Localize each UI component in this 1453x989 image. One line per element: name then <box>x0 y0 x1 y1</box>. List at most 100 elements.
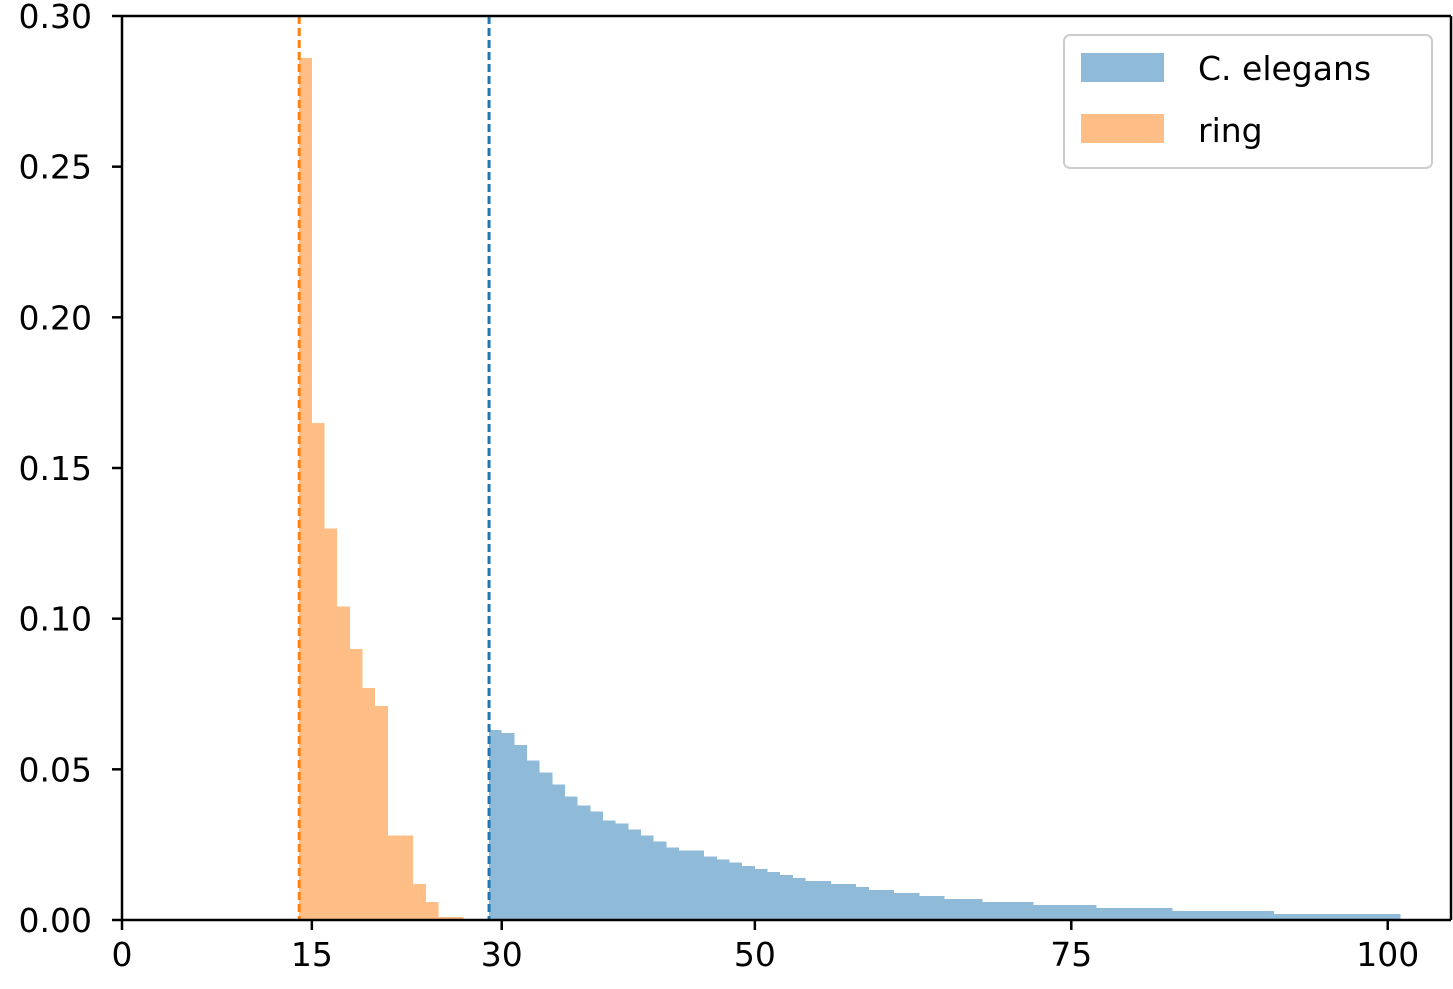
bar-c-elegans-35 <box>932 895 945 920</box>
bar-c-elegans-52 <box>1147 907 1160 920</box>
bar-ring-1 <box>311 422 325 920</box>
x-tick-label-4: 75 <box>1050 935 1092 974</box>
bar-c-elegans-20 <box>742 865 755 920</box>
bar-c-elegans-54 <box>1172 910 1186 920</box>
bar-ring-10 <box>425 901 439 920</box>
bar-c-elegans-25 <box>805 880 819 920</box>
bar-c-elegans-56 <box>1197 910 1211 920</box>
x-tick-label-5: 100 <box>1356 935 1419 974</box>
x-tick-label-2: 30 <box>481 935 523 974</box>
bar-c-elegans-67 <box>1337 913 1350 920</box>
bar-c-elegans-55 <box>1185 910 1198 920</box>
legend: C. elegans ring <box>1063 34 1433 169</box>
bar-c-elegans-0 <box>489 730 502 920</box>
bar-c-elegans-6 <box>565 796 578 920</box>
bar-c-elegans-30 <box>868 889 882 920</box>
bar-c-elegans-15 <box>678 850 692 920</box>
bar-c-elegans-71 <box>1387 913 1401 920</box>
bar-c-elegans-36 <box>944 898 958 920</box>
bar-c-elegans-9 <box>602 820 616 920</box>
bar-c-elegans-64 <box>1299 913 1312 920</box>
bar-c-elegans-68 <box>1349 913 1363 920</box>
bar-c-elegans-2 <box>514 745 528 920</box>
bar-c-elegans-51 <box>1134 907 1148 920</box>
bar-c-elegans-26 <box>818 880 831 920</box>
bar-c-elegans-39 <box>982 901 996 920</box>
bar-c-elegans-16 <box>691 850 705 920</box>
bar-c-elegans-48 <box>1096 907 1110 920</box>
bar-c-elegans-66 <box>1324 913 1338 920</box>
bar-c-elegans-37 <box>957 898 971 920</box>
bar-c-elegans-50 <box>1121 907 1135 920</box>
y-tick-label-2: 0.10 <box>19 600 92 639</box>
bar-ring-6 <box>375 706 388 920</box>
bar-c-elegans-42 <box>1020 901 1034 920</box>
bar-c-elegans-63 <box>1286 913 1300 920</box>
x-ticks: 0 15 30 50 75 100 <box>112 920 1419 974</box>
bar-c-elegans-46 <box>1071 904 1084 920</box>
bar-c-elegans-14 <box>666 847 679 920</box>
y-tick-label-1: 0.05 <box>19 750 92 789</box>
bar-c-elegans-5 <box>552 784 565 920</box>
bar-c-elegans-12 <box>640 835 654 920</box>
legend-swatch-c-elegans <box>1081 53 1164 82</box>
bar-ring-2 <box>324 528 338 920</box>
y-ticks: 0.00 0.05 0.10 0.15 0.20 0.25 0.30 <box>19 0 122 940</box>
bar-c-elegans-49 <box>1109 907 1122 920</box>
bar-c-elegans-70 <box>1375 913 1388 920</box>
bar-c-elegans-3 <box>527 760 540 920</box>
bar-ring-0 <box>299 58 312 921</box>
bar-c-elegans-24 <box>792 877 806 920</box>
bar-c-elegans-22 <box>767 871 781 920</box>
bar-ring-5 <box>362 687 376 920</box>
x-tick-label-1: 15 <box>291 935 333 974</box>
bar-ring-4 <box>349 648 363 920</box>
y-tick-label-0: 0.00 <box>19 901 92 940</box>
y-tick-label-4: 0.20 <box>19 298 92 337</box>
bar-c-elegans-61 <box>1261 910 1274 920</box>
x-tick-label-0: 0 <box>112 935 133 974</box>
legend-label-ring: ring <box>1198 111 1263 150</box>
y-tick-label-3: 0.15 <box>19 449 92 488</box>
bar-ring-11 <box>438 916 452 920</box>
bar-c-elegans-45 <box>1058 904 1072 920</box>
bar-c-elegans-7 <box>577 805 591 920</box>
bar-ring-3 <box>337 606 350 920</box>
legend-label-c-elegans: C. elegans <box>1198 49 1371 88</box>
bar-c-elegans-27 <box>830 883 844 920</box>
bar-ring-8 <box>400 835 414 920</box>
bar-c-elegans-57 <box>1210 910 1224 920</box>
legend-swatch-ring <box>1081 114 1164 143</box>
bar-c-elegans-69 <box>1362 913 1376 920</box>
bar-ring-12 <box>451 916 464 920</box>
bar-c-elegans-33 <box>906 892 920 920</box>
bar-c-elegans-23 <box>780 874 793 920</box>
x-tick-label-3: 50 <box>734 935 776 974</box>
bars-layer <box>299 58 1401 921</box>
bar-c-elegans-31 <box>881 889 895 920</box>
bar-c-elegans-58 <box>1223 910 1236 920</box>
mean-lines-layer <box>297 16 491 920</box>
bar-c-elegans-10 <box>615 823 629 920</box>
bar-c-elegans-32 <box>894 892 907 920</box>
bar-c-elegans-11 <box>628 829 641 920</box>
y-tick-label-5: 0.25 <box>19 148 92 187</box>
bar-c-elegans-59 <box>1235 910 1249 920</box>
bar-ring-7 <box>387 835 401 920</box>
y-tick-label-6: 0.30 <box>19 0 92 36</box>
bar-c-elegans-18 <box>716 859 730 920</box>
bar-c-elegans-28 <box>843 883 857 920</box>
bar-c-elegans-44 <box>1045 904 1059 920</box>
bar-c-elegans-62 <box>1273 913 1287 920</box>
bar-c-elegans-38 <box>970 898 983 920</box>
bar-c-elegans-65 <box>1311 913 1325 920</box>
bar-c-elegans-29 <box>856 886 869 920</box>
bar-c-elegans-17 <box>704 856 717 920</box>
bar-c-elegans-40 <box>995 901 1008 920</box>
bar-ring-9 <box>413 883 426 920</box>
bar-c-elegans-1 <box>501 733 515 920</box>
bar-c-elegans-43 <box>1033 904 1046 920</box>
bar-c-elegans-47 <box>1083 904 1097 920</box>
bar-c-elegans-60 <box>1248 910 1262 920</box>
bar-c-elegans-13 <box>653 841 667 920</box>
